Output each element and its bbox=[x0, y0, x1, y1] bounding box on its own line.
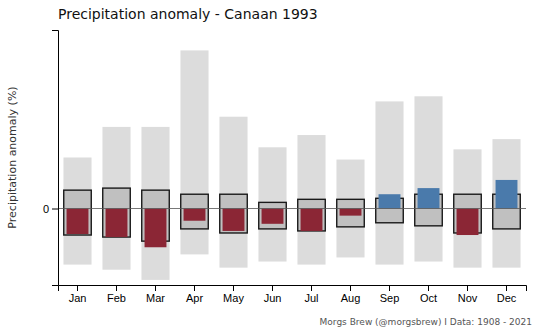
anomaly-bar bbox=[496, 180, 518, 209]
x-tick: Sep bbox=[380, 285, 400, 304]
x-tick: Dec bbox=[497, 285, 517, 304]
x-tick-mark bbox=[467, 285, 468, 291]
x-tick-mark bbox=[116, 285, 117, 291]
x-tick-label: Feb bbox=[107, 292, 126, 304]
x-tick: Nov bbox=[458, 285, 478, 304]
x-tick: Jan bbox=[69, 285, 87, 304]
x-tick-mark bbox=[233, 285, 234, 291]
iqr-box bbox=[103, 188, 131, 237]
range-bar bbox=[375, 101, 403, 264]
x-tick-mark bbox=[428, 285, 429, 291]
y-axis-title: Precipitation anomaly (%) bbox=[6, 86, 19, 228]
anomaly-bars bbox=[67, 180, 518, 247]
x-tick-mark bbox=[311, 285, 312, 291]
zero-line bbox=[58, 208, 526, 209]
range-bar bbox=[180, 50, 208, 254]
plot: Jan Feb Mar Apr May Jun Jul Aug Sep Oct Nov Dec 0 bbox=[43, 31, 527, 304]
anomaly-bar bbox=[418, 188, 440, 208]
x-tick-label: Jun bbox=[264, 292, 282, 304]
range-bar bbox=[258, 147, 286, 261]
y-tick-mark bbox=[52, 209, 58, 210]
x-tick: Feb bbox=[107, 285, 126, 304]
x-tick: Mar bbox=[146, 285, 165, 304]
x-tick-label: Apr bbox=[186, 292, 203, 304]
iqr-box bbox=[220, 194, 248, 233]
iqr-box bbox=[337, 199, 365, 227]
anomaly-bar bbox=[106, 209, 128, 238]
x-tick-mark bbox=[77, 285, 78, 291]
x-tick-mark bbox=[194, 285, 195, 291]
marks bbox=[63, 50, 520, 280]
chart: Jan Feb Mar Apr May Jun Jul Aug Sep Oct Nov Dec 0 Pre… bbox=[0, 0, 540, 331]
y-axis: 0 bbox=[43, 31, 59, 286]
x-tick-label: May bbox=[223, 292, 244, 304]
y-axis-line bbox=[52, 31, 59, 286]
anomaly-bar bbox=[223, 209, 245, 231]
x-tick-label: Nov bbox=[458, 292, 478, 304]
range-bar bbox=[219, 117, 247, 268]
caption: Morgs Brew (@morgsbrew) I Data: 1908 - 2… bbox=[320, 317, 532, 327]
iqr-box bbox=[259, 202, 287, 229]
x-tick: Jul bbox=[304, 285, 318, 304]
iqr-boxes bbox=[64, 188, 521, 241]
anomaly-bar bbox=[301, 209, 323, 231]
x-tick-label: Dec bbox=[497, 292, 517, 304]
iqr-box bbox=[298, 199, 326, 231]
range-bar bbox=[141, 127, 169, 280]
x-tick-mark bbox=[272, 285, 273, 291]
iqr-box bbox=[64, 190, 92, 235]
range-bar bbox=[63, 158, 91, 265]
y-tick: 0 bbox=[43, 203, 58, 215]
x-tick-label: Aug bbox=[341, 292, 361, 304]
x-tick-label: Mar bbox=[146, 292, 165, 304]
anomaly-bar bbox=[379, 194, 401, 208]
title: Precipitation anomaly - Canaan 1993 bbox=[58, 6, 318, 22]
anomaly-bar bbox=[457, 209, 479, 236]
x-tick-label: Sep bbox=[380, 292, 400, 304]
y-tick-label: 0 bbox=[43, 203, 49, 215]
range-bar bbox=[102, 127, 130, 270]
x-tick-mark bbox=[506, 285, 507, 291]
x-tick-mark bbox=[389, 285, 390, 291]
x-tick-label: Jan bbox=[69, 292, 87, 304]
range-bar bbox=[492, 139, 520, 268]
iqr-box bbox=[181, 194, 209, 229]
range-bars bbox=[63, 50, 520, 280]
zero-lines bbox=[58, 208, 526, 209]
anomaly-bar bbox=[67, 209, 89, 235]
x-tick-label: Jul bbox=[304, 292, 318, 304]
anomaly-bar bbox=[262, 209, 284, 224]
x-tick: Aug bbox=[341, 285, 361, 304]
x-tick-label: Oct bbox=[420, 292, 437, 304]
x-tick: Apr bbox=[186, 285, 203, 304]
anomaly-bar bbox=[340, 209, 362, 216]
x-tick: Jun bbox=[264, 285, 282, 304]
anomaly-bar bbox=[145, 209, 167, 248]
x-axis: Jan Feb Mar Apr May Jun Jul Aug Sep Oct Nov Dec bbox=[59, 285, 527, 304]
range-bar bbox=[297, 135, 325, 265]
x-tick: May bbox=[223, 285, 244, 304]
range-bar bbox=[414, 96, 442, 261]
x-tick-mark bbox=[350, 285, 351, 291]
x-tick: Oct bbox=[420, 285, 437, 304]
x-tick-mark bbox=[155, 285, 156, 291]
x-axis-line bbox=[59, 286, 527, 292]
anomaly-bar bbox=[184, 209, 206, 221]
